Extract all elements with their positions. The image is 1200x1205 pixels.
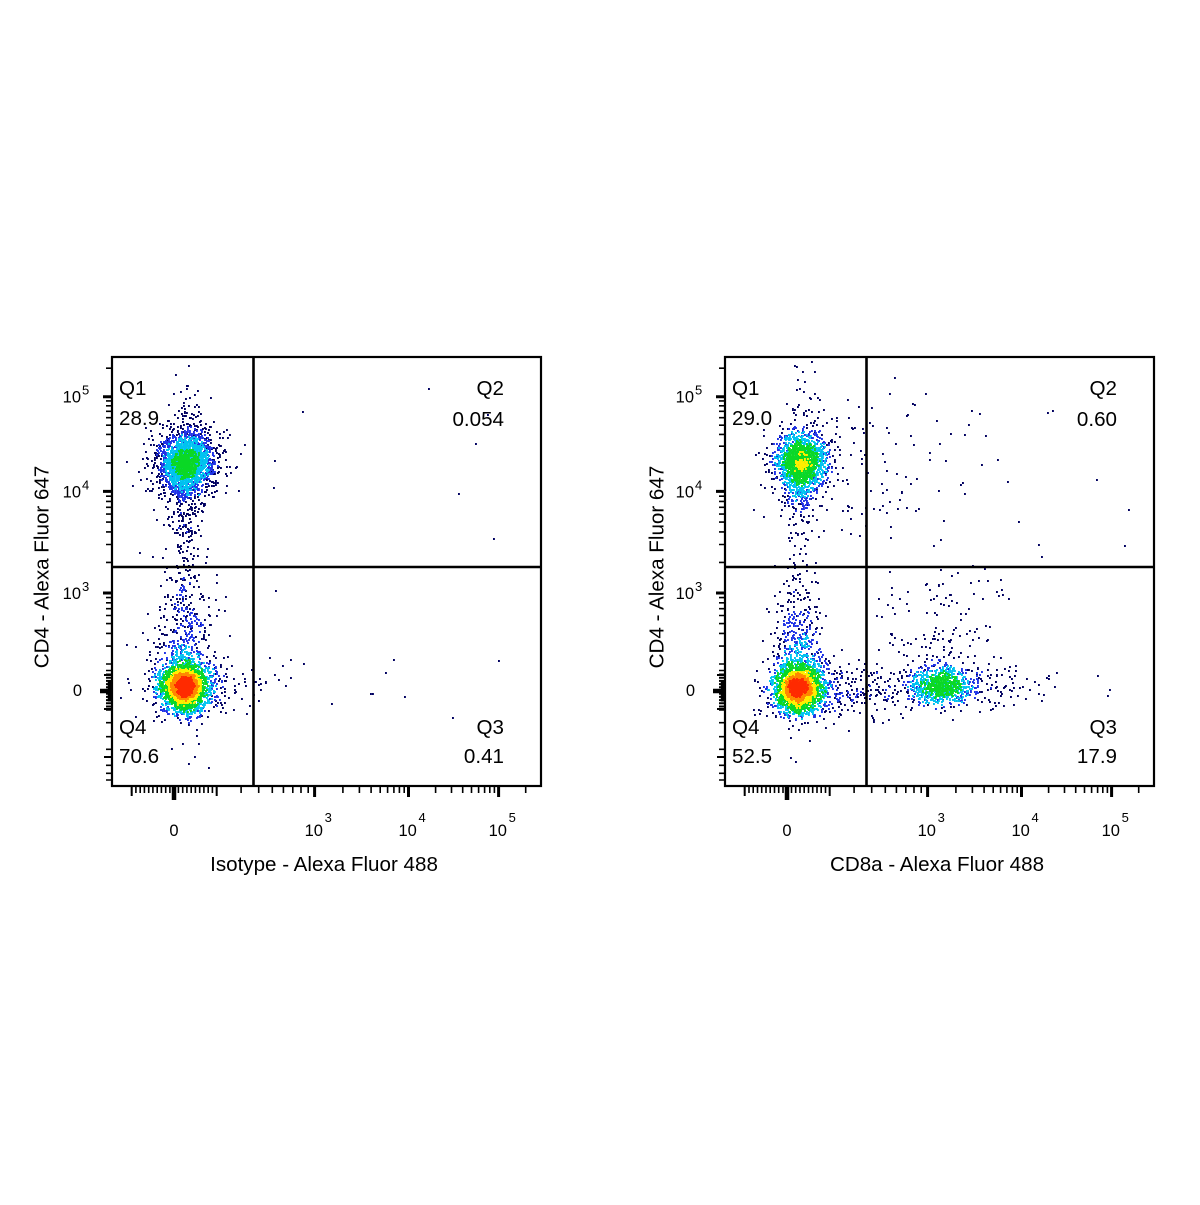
svg-text:Isotype - Alexa Fluor 488: Isotype - Alexa Fluor 488 bbox=[210, 853, 438, 876]
svg-text:10: 10 bbox=[676, 483, 694, 501]
svg-text:28.9: 28.9 bbox=[119, 407, 159, 430]
svg-text:4: 4 bbox=[82, 477, 89, 492]
svg-text:10: 10 bbox=[63, 585, 81, 603]
svg-text:Q1: Q1 bbox=[119, 377, 146, 400]
svg-text:0.054: 0.054 bbox=[452, 408, 504, 431]
svg-text:5: 5 bbox=[82, 383, 89, 398]
svg-text:Q4: Q4 bbox=[732, 716, 759, 739]
svg-text:4: 4 bbox=[695, 477, 702, 492]
svg-text:10: 10 bbox=[63, 389, 81, 407]
svg-text:0: 0 bbox=[73, 682, 82, 700]
svg-text:Q3: Q3 bbox=[477, 716, 504, 739]
svg-text:4: 4 bbox=[419, 810, 426, 825]
svg-text:4: 4 bbox=[1032, 810, 1039, 825]
svg-text:10: 10 bbox=[489, 822, 507, 840]
svg-text:10: 10 bbox=[63, 483, 81, 501]
svg-text:10: 10 bbox=[1102, 822, 1120, 840]
svg-text:0: 0 bbox=[686, 682, 695, 700]
svg-text:5: 5 bbox=[509, 810, 516, 825]
svg-text:5: 5 bbox=[695, 383, 702, 398]
svg-text:5: 5 bbox=[1122, 810, 1129, 825]
svg-text:CD4 - Alexa Fluor 647: CD4 - Alexa Fluor 647 bbox=[646, 466, 669, 669]
svg-text:Q1: Q1 bbox=[732, 377, 759, 400]
svg-text:3: 3 bbox=[325, 810, 332, 825]
svg-text:Q4: Q4 bbox=[119, 716, 146, 739]
svg-text:52.5: 52.5 bbox=[732, 745, 772, 768]
svg-text:3: 3 bbox=[938, 810, 945, 825]
svg-text:10: 10 bbox=[676, 585, 694, 603]
svg-text:Q2: Q2 bbox=[1090, 377, 1117, 400]
svg-text:CD8a - Alexa Fluor 488: CD8a - Alexa Fluor 488 bbox=[830, 853, 1044, 876]
svg-text:70.6: 70.6 bbox=[119, 745, 159, 768]
svg-text:3: 3 bbox=[82, 579, 89, 594]
svg-text:0.41: 0.41 bbox=[464, 745, 504, 768]
svg-text:0.60: 0.60 bbox=[1077, 408, 1117, 431]
svg-text:0: 0 bbox=[782, 822, 791, 840]
svg-text:Q2: Q2 bbox=[477, 377, 504, 400]
svg-text:10: 10 bbox=[305, 822, 323, 840]
svg-text:0: 0 bbox=[169, 822, 178, 840]
svg-text:10: 10 bbox=[918, 822, 936, 840]
svg-text:10: 10 bbox=[676, 389, 694, 407]
svg-text:10: 10 bbox=[399, 822, 417, 840]
svg-text:17.9: 17.9 bbox=[1077, 745, 1117, 768]
svg-text:CD4 - Alexa Fluor 647: CD4 - Alexa Fluor 647 bbox=[31, 466, 54, 669]
svg-text:10: 10 bbox=[1012, 822, 1030, 840]
svg-text:29.0: 29.0 bbox=[732, 407, 772, 430]
svg-text:Q3: Q3 bbox=[1090, 716, 1117, 739]
svg-text:3: 3 bbox=[695, 579, 702, 594]
